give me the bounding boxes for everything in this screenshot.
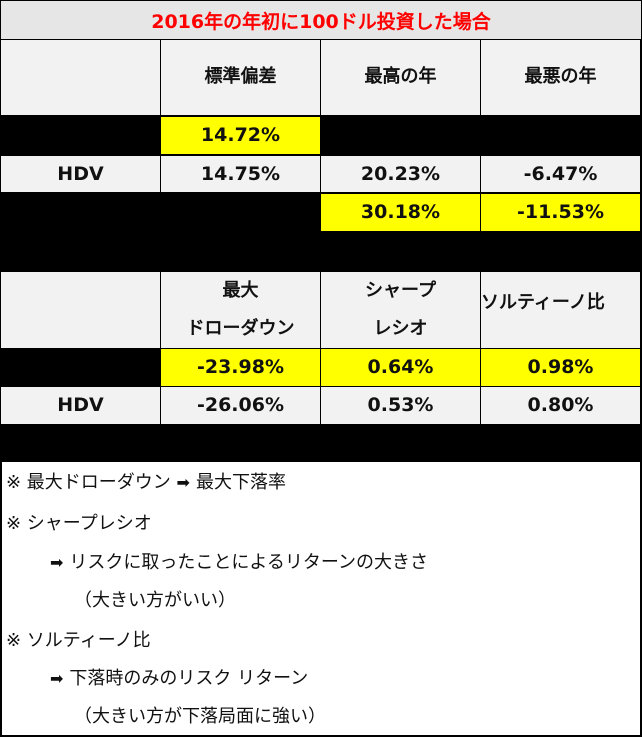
table1-header-worst-year: 最悪の年 <box>481 40 640 115</box>
right-arrow-icon: ➡ <box>50 669 64 688</box>
table2-benchmark-max-drawdown: -23.98% <box>161 349 320 386</box>
table1-header-blank <box>1 40 160 115</box>
table1-hdv-best-year: 20.23% <box>321 156 480 192</box>
table1-hdv-worst-year: -6.47% <box>481 156 640 192</box>
note-sharpe-hint: （大きい方がいい） <box>74 590 236 611</box>
table2-header-sharpe-ratio: シャープ レシオ <box>321 272 480 348</box>
note-sortino-title: ※ ソルティーノ比 <box>6 630 151 651</box>
right-arrow-icon: ➡ <box>176 473 190 492</box>
table2-header-sharpe-line2: レシオ <box>373 318 428 339</box>
page-title: 2016年の年初に100ドル投資した場合 <box>1 1 641 39</box>
note-sortino-hint: （大きい方が下落局面に強い） <box>74 706 326 727</box>
table1-header-stddev: 標準偏差 <box>161 40 320 115</box>
note-sharpe-def: ➡ リスクに取ったことによるリターンの大きさ <box>50 548 428 574</box>
note-sharpe-title: ※ シャープレシオ <box>6 513 152 534</box>
table1-hdv-stddev: 14.75% <box>161 156 320 192</box>
table2-hdv-sortino: 0.80% <box>481 387 640 424</box>
note-sortino-def: ➡ 下落時のみのリスク リターン <box>50 664 308 690</box>
note-sharpe-def-text: リスクに取ったことによるリターンの大きさ <box>69 552 428 573</box>
table2-header-max-drawdown-line1: 最大 <box>222 280 259 301</box>
table2-hdv-sharpe: 0.53% <box>321 387 480 424</box>
right-arrow-icon: ➡ <box>50 553 64 572</box>
note-sortino-def-text: 下落時のみのリスク リターン <box>69 668 309 689</box>
table1-benchmark-best-year: 30.18% <box>321 194 480 231</box>
notes-panel: ※ 最大ドローダウン ➡ 最大下落率 ※ シャープレシオ ➡ リスクに取ったことによ… <box>2 462 640 735</box>
table2-header-max-drawdown: 最大 ドローダウン <box>161 272 320 348</box>
table2-benchmark-sortino: 0.98% <box>481 349 640 386</box>
table1-benchmark-worst-year: -11.53% <box>481 194 640 231</box>
table2-header-sharpe-line1: シャープ <box>365 280 436 301</box>
table1-hdv-label: HDV <box>1 156 160 192</box>
table2-hdv-max-drawdown: -26.06% <box>161 387 320 424</box>
table1-header-best-year: 最高の年 <box>321 40 480 115</box>
table2-hdv-label: HDV <box>1 387 160 424</box>
table2-header-sortino-ratio: ソルティーノ比 <box>481 272 640 348</box>
table1-benchmark-stddev: 14.72% <box>161 117 320 154</box>
table2-benchmark-sharpe: 0.64% <box>321 349 480 386</box>
table2-header-max-drawdown-line2: ドローダウン <box>186 318 295 339</box>
table2-header-blank <box>1 272 160 348</box>
note-max-drawdown: ※ 最大ドローダウン ➡ 最大下落率 <box>6 468 286 494</box>
note-max-drawdown-def: 最大下落率 <box>195 472 286 493</box>
note-max-drawdown-term: ※ 最大ドローダウン <box>6 472 171 493</box>
